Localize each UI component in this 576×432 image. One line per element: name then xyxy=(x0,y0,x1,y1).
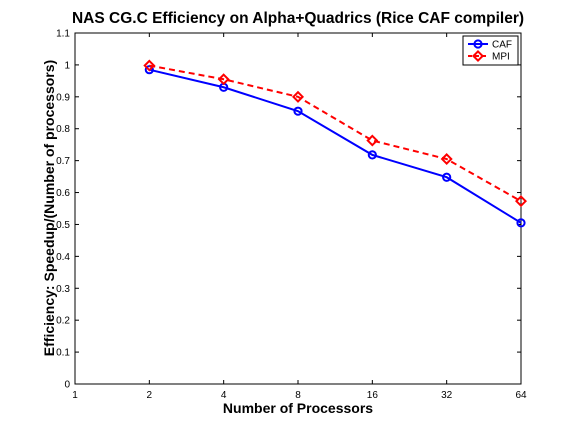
mpi-point xyxy=(366,134,379,147)
y-tick-label: 0.6 xyxy=(56,188,70,199)
y-tick-label: 0.2 xyxy=(56,316,70,327)
caf-point xyxy=(516,218,526,228)
chart-title: NAS CG.C Efficiency on Alpha+Quadrics (R… xyxy=(72,10,524,27)
mpi-series-line xyxy=(149,64,522,203)
y-tick-label: 1 xyxy=(64,60,70,71)
plot-frame xyxy=(74,32,522,385)
mpi-point xyxy=(143,59,156,72)
y-tick-label: 0.3 xyxy=(56,284,70,295)
x-axis-label: Number of Processors xyxy=(223,400,373,416)
x-tick-label: 64 xyxy=(515,390,527,401)
caf-series xyxy=(144,65,526,228)
y-tick-label: 0.1 xyxy=(56,348,70,359)
y-axis-label: Efficiency: Speedup/(Number of processor… xyxy=(41,60,57,356)
mpi-point xyxy=(440,153,453,166)
legend-caf-point xyxy=(473,39,483,49)
x-tick-label: 8 xyxy=(295,390,301,401)
y-tick-label: 1.1 xyxy=(56,29,70,40)
mpi-point xyxy=(217,73,230,86)
mpi-point xyxy=(291,90,305,103)
caf-point xyxy=(442,172,452,182)
mpi-point xyxy=(514,195,528,208)
y-tick-label: 0.9 xyxy=(56,92,70,103)
y-tick-label: 0.4 xyxy=(56,252,70,263)
legend-mpi-point xyxy=(471,49,485,63)
legend-box xyxy=(462,35,519,66)
x-tick-label: 1 xyxy=(72,390,78,401)
legend-mpi-label: MPI xyxy=(492,52,510,63)
y-tick-label: 0.7 xyxy=(56,156,70,167)
x-tick-label: 16 xyxy=(367,390,379,401)
caf-point xyxy=(367,150,377,160)
axes: 1 2 4 8 16 32 64 0 0.1 0.2 0.3 0.4 0.5 0.6 0.7 0.8 0.9 1 1… xyxy=(56,29,527,402)
y-tick-label: 0.8 xyxy=(56,124,70,135)
legend-caf-label: CAF xyxy=(492,40,512,51)
mpi-series xyxy=(143,59,528,208)
series-layer xyxy=(143,59,528,228)
x-tick-label: 2 xyxy=(147,390,153,401)
y-tick-label: 0.5 xyxy=(56,220,70,231)
x-tick-label: 4 xyxy=(221,390,227,401)
x-tick-label: 32 xyxy=(441,390,453,401)
caf-point xyxy=(293,106,303,116)
caf-series-line xyxy=(149,68,522,224)
y-tick-label: 0 xyxy=(64,380,70,391)
